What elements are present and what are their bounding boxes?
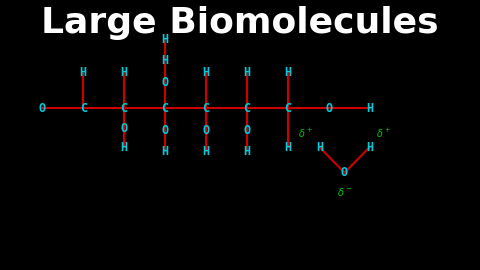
Text: C: C xyxy=(120,102,128,114)
Text: H: H xyxy=(161,33,168,46)
Text: $\delta^-$: $\delta^-$ xyxy=(337,186,352,198)
Text: H: H xyxy=(203,145,209,158)
Text: C: C xyxy=(161,102,168,114)
Text: C: C xyxy=(243,102,251,114)
Text: C: C xyxy=(203,102,209,114)
Text: C: C xyxy=(284,102,291,114)
Text: C: C xyxy=(80,102,87,114)
Text: H: H xyxy=(203,66,209,79)
Text: $\delta^+$: $\delta^+$ xyxy=(376,127,391,140)
Text: Large Biomolecules: Large Biomolecules xyxy=(41,6,439,40)
Text: H: H xyxy=(120,141,128,154)
Text: H: H xyxy=(120,66,128,79)
Text: H: H xyxy=(284,141,291,154)
Text: H: H xyxy=(243,145,251,158)
Text: O: O xyxy=(120,122,128,135)
Text: O: O xyxy=(243,124,251,137)
Text: H: H xyxy=(284,66,291,79)
Text: O: O xyxy=(161,76,168,89)
Text: H: H xyxy=(366,141,373,154)
Text: $\delta^+$: $\delta^+$ xyxy=(299,127,313,140)
Text: O: O xyxy=(161,124,168,137)
Text: O: O xyxy=(325,102,332,114)
Text: H: H xyxy=(161,54,168,67)
Text: O: O xyxy=(341,166,348,179)
Text: H: H xyxy=(316,141,323,154)
Text: O: O xyxy=(39,102,46,114)
Text: H: H xyxy=(366,102,373,114)
Text: H: H xyxy=(243,66,251,79)
Text: O: O xyxy=(203,124,209,137)
Text: H: H xyxy=(80,66,87,79)
Text: H: H xyxy=(161,145,168,158)
